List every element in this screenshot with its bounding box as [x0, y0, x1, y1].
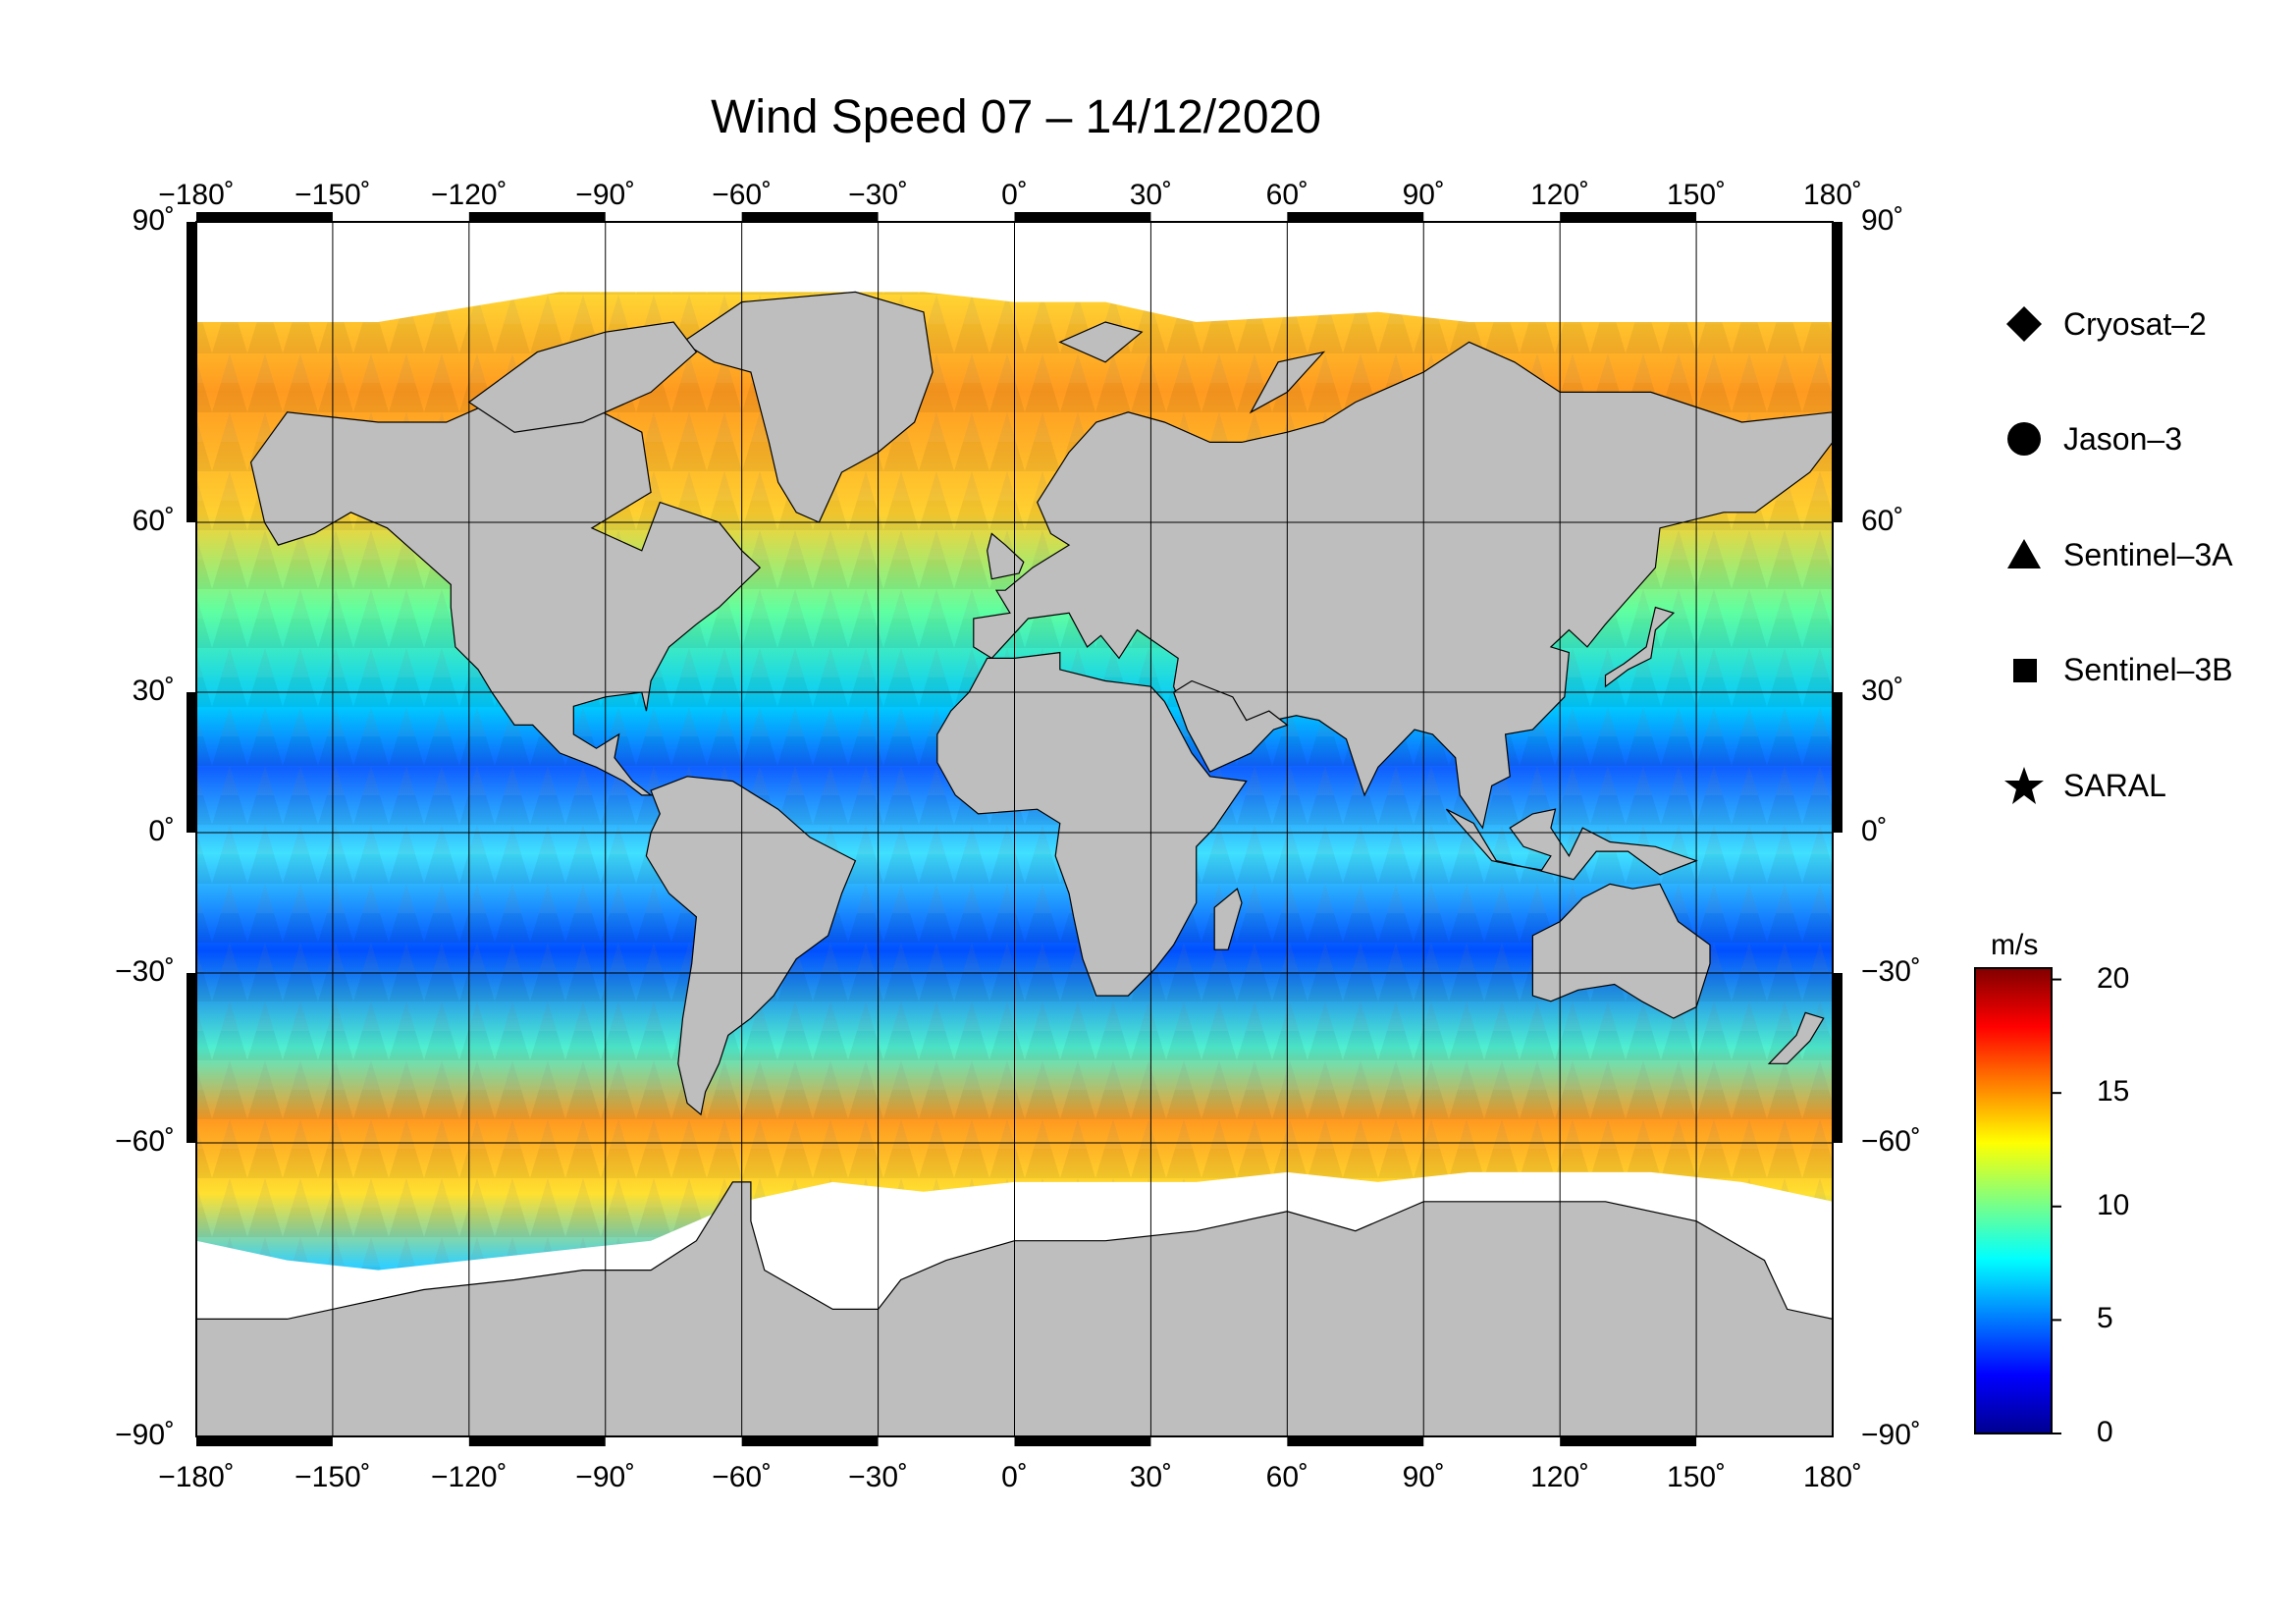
lon-tick-label-bottom: 150˚ — [1667, 1461, 1727, 1493]
frame-segment — [187, 692, 196, 833]
legend-label: Sentinel–3A — [2063, 536, 2233, 572]
lat-tick-label-right: 0˚ — [1861, 815, 1888, 847]
lon-tick-label-top: 90˚ — [1402, 179, 1445, 211]
frame-segment — [1833, 222, 1842, 522]
lon-tick-label-top: −90˚ — [575, 179, 636, 211]
frame-segment — [1287, 1436, 1424, 1446]
frame-checkerboard — [187, 212, 1842, 1446]
frame-segment — [187, 222, 196, 522]
colorbar-tick-label: 0 — [2097, 1416, 2113, 1448]
lon-tick-label-bottom: −150˚ — [294, 1461, 371, 1493]
lat-tick-label-right: 30˚ — [1861, 675, 1904, 707]
legend-label: Jason–3 — [2063, 420, 2182, 457]
lon-tick-label-bottom: −30˚ — [848, 1461, 909, 1493]
land-indonesia — [1445, 808, 1698, 881]
legend-item: SARAL — [2002, 761, 2166, 810]
star-icon — [2002, 764, 2046, 807]
lat-tick-label-left: −60˚ — [115, 1125, 175, 1158]
lon-tick-label-bottom: −60˚ — [712, 1461, 773, 1493]
colorbar-tick-label: 5 — [2097, 1302, 2113, 1335]
lon-tick-label-top: 60˚ — [1265, 179, 1308, 211]
legend-item: Jason–3 — [2002, 414, 2182, 463]
graticule — [196, 222, 1833, 1436]
circle-icon — [2002, 417, 2046, 460]
colorbar-tick-label: 15 — [2097, 1075, 2130, 1109]
land-new-zealand — [1767, 1011, 1825, 1064]
lon-tick-label-top: −60˚ — [712, 179, 773, 211]
lon-tick-label-bottom: 120˚ — [1530, 1461, 1590, 1493]
lon-tick-label-top: 150˚ — [1667, 179, 1727, 211]
frame-segment — [196, 212, 333, 222]
legend-item: Sentinel–3B — [2002, 645, 2233, 694]
frame-segment — [741, 212, 879, 222]
lon-tick-label-bottom: −180˚ — [158, 1461, 235, 1493]
legend-item: Cryosat–2 — [2002, 299, 2207, 349]
land-svalbard — [1058, 321, 1144, 363]
lat-tick-label-left: −30˚ — [115, 955, 175, 988]
frame-segment — [1287, 212, 1424, 222]
frame-segment — [1560, 212, 1697, 222]
colorbar-tick-label: 20 — [2097, 961, 2130, 995]
lat-tick-label-left: 0˚ — [148, 815, 175, 847]
lon-tick-label-bottom: 180˚ — [1802, 1461, 1863, 1493]
frame-segment — [1014, 212, 1151, 222]
frame-segment — [468, 1436, 606, 1446]
land-australia — [1531, 883, 1711, 1019]
lon-tick-label-bottom: 60˚ — [1265, 1461, 1308, 1493]
legend-label: Cryosat–2 — [2063, 305, 2207, 342]
lat-tick-label-right: 60˚ — [1861, 505, 1904, 537]
land-japan — [1604, 606, 1676, 688]
lon-tick-label-top: −150˚ — [294, 179, 371, 211]
frame-segment — [1560, 1436, 1697, 1446]
land-north-america — [249, 391, 762, 796]
frame-segment — [468, 212, 606, 222]
frame-segment — [1833, 973, 1842, 1143]
triangle-icon — [2002, 533, 2046, 576]
frame-segment — [1833, 692, 1842, 833]
lat-tick-label-right: −90˚ — [1861, 1419, 1921, 1451]
diamond-icon — [2002, 302, 2046, 346]
lat-tick-label-left: 60˚ — [132, 505, 175, 537]
colorbar-gradient — [1974, 967, 2053, 1434]
lon-tick-label-top: −30˚ — [848, 179, 909, 211]
square-icon — [2002, 648, 2046, 691]
legend-label: Sentinel–3B — [2063, 651, 2233, 687]
map-title: Wind Speed 07 – 14/12/2020 — [711, 91, 1321, 143]
lon-tick-label-top: 180˚ — [1802, 179, 1863, 211]
land-south-america — [645, 776, 857, 1116]
colorbar — [1974, 967, 2061, 1434]
colorbar-tick-label: 10 — [2097, 1188, 2130, 1221]
lon-tick-label-bottom: −90˚ — [575, 1461, 636, 1493]
legend-item: Sentinel–3A — [2002, 530, 2233, 579]
lat-tick-label-left: −90˚ — [115, 1419, 175, 1451]
lon-tick-label-bottom: 30˚ — [1129, 1461, 1173, 1493]
lon-tick-label-bottom: −120˚ — [431, 1461, 507, 1493]
lat-tick-label-left: 30˚ — [132, 675, 175, 707]
lat-tick-label-right: −30˚ — [1861, 955, 1921, 988]
frame-segment — [196, 1436, 333, 1446]
lon-tick-label-top: −180˚ — [158, 179, 235, 211]
lat-tick-label-left: 90˚ — [132, 204, 175, 237]
lon-tick-label-bottom: 90˚ — [1402, 1461, 1445, 1493]
lon-tick-label-top: 120˚ — [1530, 179, 1590, 211]
land-madagascar — [1213, 888, 1243, 950]
lon-tick-label-bottom: 0˚ — [1001, 1461, 1028, 1493]
legend-label: SARAL — [2063, 767, 2166, 803]
frame-segment — [741, 1436, 879, 1446]
lat-tick-label-right: 90˚ — [1861, 204, 1904, 237]
colorbar-unit: m/s — [1991, 929, 2039, 961]
frame-segment — [1014, 1436, 1151, 1446]
lat-tick-label-right: −60˚ — [1861, 1125, 1921, 1158]
land-canadian-arctic — [467, 321, 698, 433]
lon-tick-label-top: −120˚ — [431, 179, 507, 211]
frame-segment — [187, 973, 196, 1143]
lon-tick-label-top: 30˚ — [1129, 179, 1173, 211]
lon-tick-label-top: 0˚ — [1001, 179, 1028, 211]
